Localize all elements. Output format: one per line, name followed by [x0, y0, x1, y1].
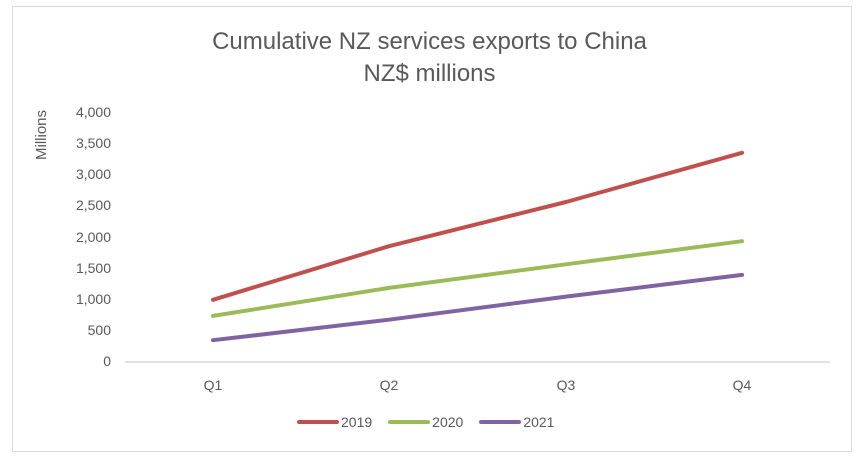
series-line-2020	[211, 239, 744, 318]
x-tick-label: Q4	[732, 377, 752, 393]
chart-subtitle: NZ$ millions	[363, 60, 496, 87]
legend-item-2020: 2020	[388, 414, 463, 430]
legend-item-2021: 2021	[479, 414, 554, 430]
y-tick-label: 0	[103, 353, 111, 369]
series-line-2019	[211, 150, 744, 302]
y-tick-label: 1,500	[75, 259, 111, 276]
legend-swatch	[388, 420, 431, 424]
y-tick-label: 2,500	[75, 197, 111, 214]
x-tick-label: Q1	[203, 377, 223, 393]
chart-frame	[12, 6, 852, 452]
legend-swatch	[479, 420, 522, 424]
y-tick-label: 3,000	[75, 166, 111, 183]
y-tick-label: 2,000	[75, 228, 111, 245]
y-tick-label: 1,000	[75, 290, 111, 307]
legend: 2019 2020 2021	[297, 414, 570, 430]
x-tick-label: Q3	[556, 377, 576, 393]
y-tick-label: 4,000	[75, 104, 111, 120]
y-tick-label: 3,500	[75, 135, 111, 152]
legend-label: 2019	[341, 414, 373, 430]
y-tick-label: 500	[87, 321, 111, 338]
chart-title: Cumulative NZ services exports to China	[212, 28, 647, 55]
legend-swatch	[297, 420, 339, 424]
legend-label: 2021	[523, 414, 555, 430]
legend-item-2019: 2019	[297, 414, 372, 430]
series-line-2021	[211, 272, 744, 343]
legend-label: 2020	[432, 414, 464, 430]
x-tick-label: Q2	[379, 377, 399, 393]
